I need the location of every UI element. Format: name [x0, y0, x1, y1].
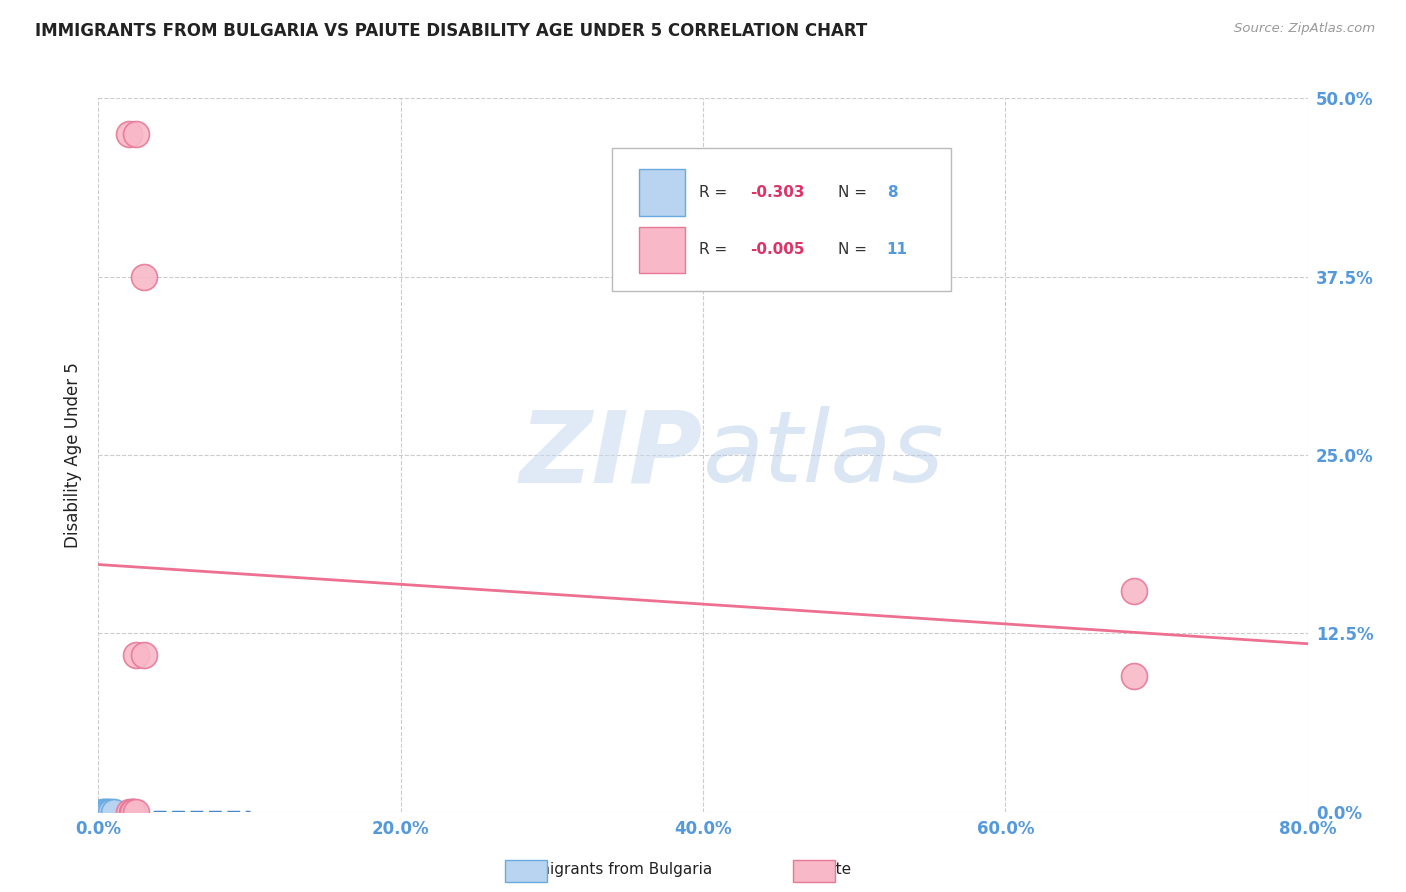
Text: R =: R =: [699, 185, 733, 200]
Point: [96, 805, 118, 819]
Point: [94, 805, 117, 819]
Text: atlas: atlas: [703, 407, 945, 503]
Text: N =: N =: [838, 185, 872, 200]
FancyBboxPatch shape: [638, 227, 685, 273]
Point: [118, 127, 141, 141]
Text: Paiute: Paiute: [794, 863, 852, 877]
Text: ZIP: ZIP: [520, 407, 703, 503]
Text: -0.303: -0.303: [751, 185, 804, 200]
Point: [1122, 583, 1144, 598]
Point: [118, 805, 141, 819]
Point: [98, 805, 121, 819]
Text: Source: ZipAtlas.com: Source: ZipAtlas.com: [1234, 22, 1375, 36]
Text: R =: R =: [699, 242, 733, 257]
Text: IMMIGRANTS FROM BULGARIA VS PAIUTE DISABILITY AGE UNDER 5 CORRELATION CHART: IMMIGRANTS FROM BULGARIA VS PAIUTE DISAB…: [35, 22, 868, 40]
Point: [132, 648, 155, 662]
Point: [100, 805, 122, 819]
Point: [121, 805, 143, 819]
Text: 11: 11: [887, 242, 908, 257]
Point: [125, 648, 148, 662]
Y-axis label: Disability Age Under 5: Disability Age Under 5: [65, 362, 83, 548]
Text: Immigrants from Bulgaria: Immigrants from Bulgaria: [506, 863, 713, 877]
FancyBboxPatch shape: [638, 169, 685, 216]
Point: [91, 805, 114, 819]
Point: [122, 805, 145, 819]
Point: [1122, 669, 1144, 683]
Text: N =: N =: [838, 242, 872, 257]
Point: [91, 805, 114, 819]
Point: [132, 269, 155, 284]
FancyBboxPatch shape: [613, 148, 950, 291]
Point: [125, 805, 148, 819]
Point: [103, 805, 125, 819]
Point: [122, 805, 145, 819]
Point: [125, 127, 148, 141]
Text: -0.005: -0.005: [751, 242, 804, 257]
Text: 8: 8: [887, 185, 897, 200]
